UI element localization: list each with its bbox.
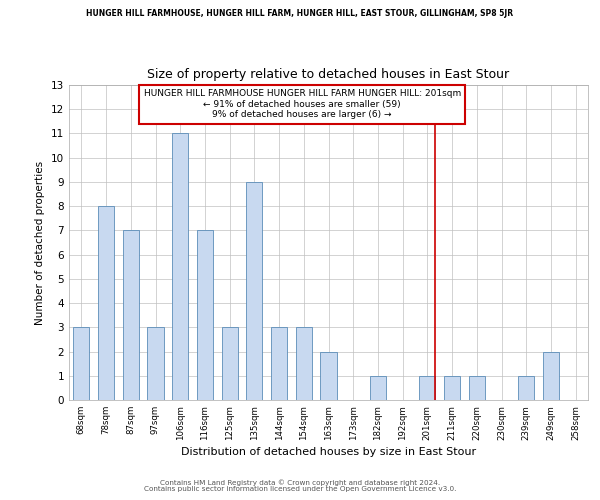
Bar <box>296 328 312 400</box>
Bar <box>320 352 337 400</box>
Bar <box>518 376 534 400</box>
Bar <box>469 376 485 400</box>
Bar <box>247 182 262 400</box>
Bar <box>73 328 89 400</box>
Bar <box>370 376 386 400</box>
Text: HUNGER HILL FARMHOUSE HUNGER HILL FARM HUNGER HILL: 201sqm
← 91% of detached hou: HUNGER HILL FARMHOUSE HUNGER HILL FARM H… <box>143 90 461 120</box>
Bar <box>172 134 188 400</box>
Bar <box>123 230 139 400</box>
Text: HUNGER HILL FARMHOUSE, HUNGER HILL FARM, HUNGER HILL, EAST STOUR, GILLINGHAM, SP: HUNGER HILL FARMHOUSE, HUNGER HILL FARM,… <box>86 9 514 18</box>
Text: Contains HM Land Registry data © Crown copyright and database right 2024.
Contai: Contains HM Land Registry data © Crown c… <box>144 479 456 492</box>
Bar <box>221 328 238 400</box>
Bar <box>419 376 436 400</box>
Bar <box>543 352 559 400</box>
Bar <box>148 328 164 400</box>
Bar <box>98 206 114 400</box>
Bar <box>197 230 213 400</box>
X-axis label: Distribution of detached houses by size in East Stour: Distribution of detached houses by size … <box>181 446 476 456</box>
Bar <box>271 328 287 400</box>
Title: Size of property relative to detached houses in East Stour: Size of property relative to detached ho… <box>148 68 509 81</box>
Bar <box>444 376 460 400</box>
Y-axis label: Number of detached properties: Number of detached properties <box>35 160 46 324</box>
